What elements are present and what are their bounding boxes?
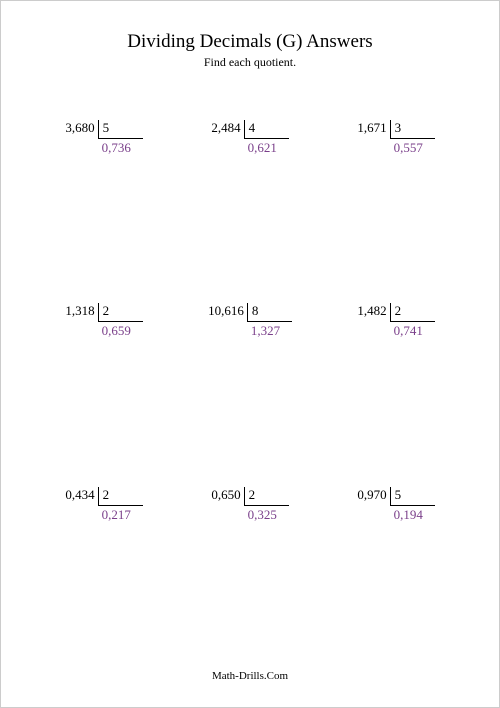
footer-text: Math-Drills.Com [212, 670, 288, 682]
dividend: 3,680 [65, 120, 97, 137]
problem-inner: 0,434 2 0,217 [65, 487, 142, 524]
problem: 0,970 5 0,194 [328, 477, 464, 660]
problem: 2,484 4 0,621 [182, 110, 318, 293]
quotient: 1,327 [247, 322, 280, 340]
dividend: 0,970 [357, 487, 389, 504]
dividend: 0,650 [211, 487, 243, 504]
quotient: 0,621 [244, 139, 277, 157]
problem-inner: 10,616 8 1,327 [208, 303, 292, 340]
problem-inner: 1,318 2 0,659 [65, 303, 142, 340]
divisor-box: 5 0,736 [98, 120, 143, 157]
worksheet-page: Dividing Decimals (G) Answers Find each … [0, 0, 500, 708]
quotient: 0,659 [98, 322, 131, 340]
problem: 3,680 5 0,736 [36, 110, 172, 293]
divisor-box: 2 0,741 [390, 303, 435, 340]
problem: 10,616 8 1,327 [182, 293, 318, 476]
quotient: 0,325 [244, 506, 277, 524]
divisor: 3 [390, 120, 435, 139]
page-subtitle: Find each quotient. [36, 55, 464, 70]
divisor-box: 2 0,659 [98, 303, 143, 340]
divisor: 5 [98, 120, 143, 139]
problem: 1,318 2 0,659 [36, 293, 172, 476]
divisor: 2 [98, 487, 143, 506]
divisor-box: 3 0,557 [390, 120, 435, 157]
problem: 1,482 2 0,741 [328, 293, 464, 476]
quotient: 0,217 [98, 506, 131, 524]
divisor-box: 8 1,327 [247, 303, 292, 340]
dividend: 10,616 [208, 303, 247, 320]
dividend: 1,482 [357, 303, 389, 320]
problem: 0,434 2 0,217 [36, 477, 172, 660]
quotient: 0,194 [390, 506, 423, 524]
problem-inner: 1,671 3 0,557 [357, 120, 434, 157]
problem: 1,671 3 0,557 [328, 110, 464, 293]
divisor: 4 [244, 120, 289, 139]
problem-grid: 3,680 5 0,736 2,484 4 0,621 1,671 3 [36, 110, 464, 660]
header: Dividing Decimals (G) Answers Find each … [36, 31, 464, 70]
dividend: 1,318 [65, 303, 97, 320]
quotient: 0,557 [390, 139, 423, 157]
footer: Math-Drills.Com [36, 660, 464, 682]
dividend: 1,671 [357, 120, 389, 137]
dividend: 2,484 [211, 120, 243, 137]
divisor: 2 [98, 303, 143, 322]
problem: 0,650 2 0,325 [182, 477, 318, 660]
divisor-box: 4 0,621 [244, 120, 289, 157]
divisor-box: 2 0,217 [98, 487, 143, 524]
quotient: 0,736 [98, 139, 131, 157]
dividend: 0,434 [65, 487, 97, 504]
divisor: 2 [390, 303, 435, 322]
problem-inner: 2,484 4 0,621 [211, 120, 288, 157]
page-title: Dividing Decimals (G) Answers [36, 31, 464, 53]
divisor: 8 [247, 303, 292, 322]
divisor: 5 [390, 487, 435, 506]
problem-inner: 3,680 5 0,736 [65, 120, 142, 157]
quotient: 0,741 [390, 322, 423, 340]
divisor: 2 [244, 487, 289, 506]
problem-inner: 1,482 2 0,741 [357, 303, 434, 340]
problem-inner: 0,650 2 0,325 [211, 487, 288, 524]
problem-inner: 0,970 5 0,194 [357, 487, 434, 524]
divisor-box: 2 0,325 [244, 487, 289, 524]
divisor-box: 5 0,194 [390, 487, 435, 524]
